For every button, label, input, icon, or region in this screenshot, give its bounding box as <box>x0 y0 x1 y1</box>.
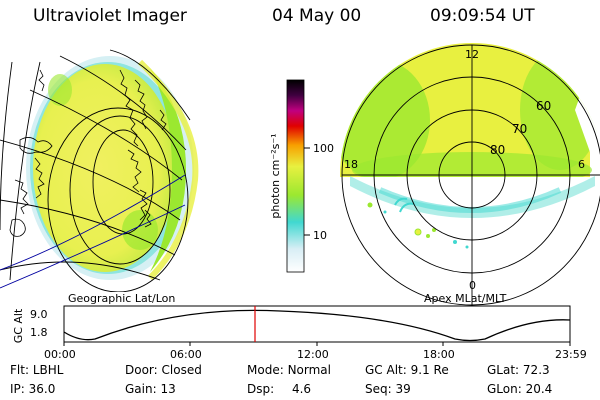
colorbar-tick-label-10: 10 <box>313 229 327 242</box>
geographic-label: Geographic Lat/Lon <box>68 292 175 305</box>
timeline-xtick-1800: 18:00 <box>423 348 455 361</box>
mlt-label-6: 6 <box>578 158 585 171</box>
status-ip: IP: 36.0 <box>10 382 56 396</box>
colorbar-tick-label-100: 100 <box>313 142 334 155</box>
status-filter: Flt: LBHL <box>10 363 64 377</box>
altitude-timeline: GC Alt 9.0 1.8 00:00 06:00 12:00 18:00 2… <box>12 305 587 361</box>
timeline-xtick-0600: 06:00 <box>170 348 202 361</box>
instrument-title: Ultraviolet Imager <box>33 6 187 26</box>
geographic-image <box>0 49 199 292</box>
lat-label-70: 70 <box>512 122 527 136</box>
timeline-xtick-1200: 12:00 <box>297 348 329 361</box>
colorbar-unit-label: photon cm⁻²s⁻¹ <box>269 133 282 218</box>
timeline-ytick-9: 9.0 <box>30 308 48 321</box>
time-label: 09:09:54 UT <box>430 6 535 26</box>
colorbar: 100 10 photon cm⁻²s⁻¹ <box>269 79 334 273</box>
lat-label-60: 60 <box>536 99 551 113</box>
lat-label-80: 80 <box>490 143 505 157</box>
status-mode: Mode: Normal <box>247 363 331 377</box>
status-seq: Seq: 39 <box>365 382 411 396</box>
mlt-label-12: 12 <box>465 48 479 61</box>
status-dsp: Dsp: 4.6 <box>247 382 312 396</box>
timeline-ytick-1: 1.8 <box>30 326 48 339</box>
date-label: 04 May 00 <box>272 6 362 26</box>
apex-label: Apex MLat/MLT <box>424 292 507 305</box>
timeline-xtick-0000: 00:00 <box>44 348 76 361</box>
status-gc-alt: GC Alt: 9.1 Re <box>365 363 449 377</box>
timeline-axis-label: GC Alt <box>12 308 25 343</box>
status-glat: GLat: 72.3 <box>487 363 550 377</box>
status-door: Door: Closed <box>125 363 202 377</box>
status-gain: Gain: 13 <box>125 382 176 396</box>
altitude-curve <box>63 309 571 342</box>
timeline-xtick-2359: 23:59 <box>555 348 587 361</box>
status-glon: GLon: 20.4 <box>487 382 553 396</box>
mlt-label-18: 18 <box>344 158 358 171</box>
polar-plot: 12 18 6 0 60 70 80 <box>340 43 600 306</box>
mlt-label-0: 0 <box>469 279 476 292</box>
